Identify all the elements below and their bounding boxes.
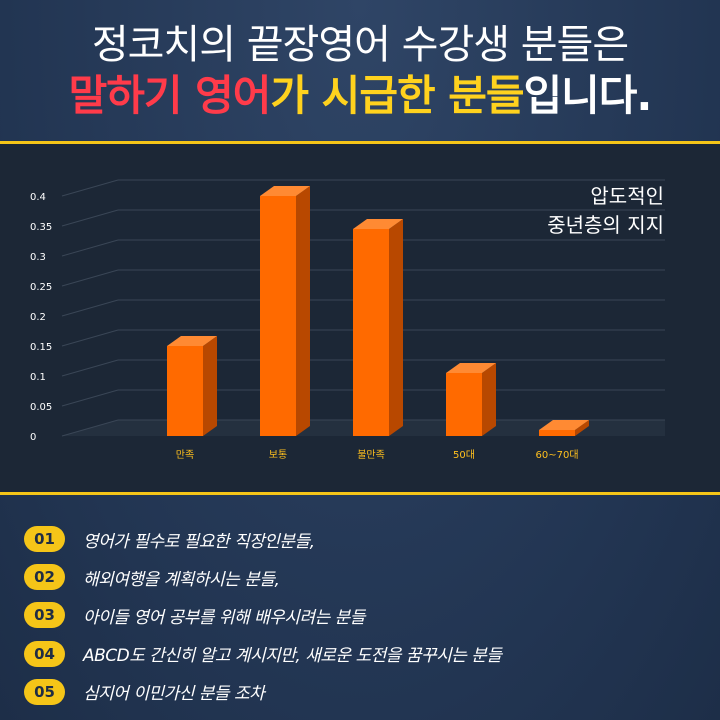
bar-chart: 0 0.05 0.1 0.15 0.2 0.25 0.3 0.35 0.4 만족 보통 불만족 50대 6… bbox=[30, 179, 665, 461]
headline-line-2: 말하기 영어가 시급한 분들입니다. bbox=[0, 62, 720, 123]
list-item: 05 심지어 이민가신 분들 조차 bbox=[24, 674, 704, 710]
bar-top bbox=[539, 420, 589, 430]
bar-side bbox=[203, 336, 217, 436]
y-tick-label: 0 bbox=[30, 432, 36, 443]
list-item: 01 영어가 필수로 필요한 직장인분들, bbox=[24, 521, 704, 557]
gridline-diagonal bbox=[61, 359, 119, 377]
bar-side bbox=[482, 363, 496, 436]
bar-side bbox=[296, 186, 310, 436]
y-tick-label: 0.4 bbox=[30, 192, 46, 203]
y-tick-label: 0.35 bbox=[30, 222, 52, 233]
gridline-diagonal bbox=[61, 239, 119, 257]
x-tick-label: 50대 bbox=[453, 449, 475, 461]
bar-side bbox=[389, 219, 403, 436]
list-item-text: ABCD도 간신히 알고 계시지만, 새로운 도전을 꿈꾸시는 분들 bbox=[83, 646, 502, 667]
x-tick-label: 보통 bbox=[269, 449, 287, 461]
y-tick-label: 0.15 bbox=[30, 342, 52, 353]
gridline-diagonal bbox=[61, 419, 119, 437]
gridline-diagonal bbox=[61, 389, 119, 407]
gridline-diagonal bbox=[61, 269, 119, 287]
list-number-badge: 03 bbox=[24, 602, 65, 629]
x-tick-label: 불만족 bbox=[357, 449, 385, 461]
gridline-diagonal bbox=[61, 329, 119, 347]
y-tick-label: 0.1 bbox=[30, 372, 46, 383]
list-item-text: 심지어 이민가신 분들 조차 bbox=[83, 684, 265, 705]
bar-top bbox=[260, 186, 310, 196]
list-item-text: 영어가 필수로 필요한 직장인분들, bbox=[83, 531, 315, 552]
y-tick-label: 0.2 bbox=[30, 312, 46, 323]
gridline-diagonal bbox=[61, 179, 119, 197]
bar-top bbox=[446, 363, 496, 373]
headline-highlight-yellow: 가 시급한 분들 bbox=[270, 71, 524, 120]
list-item-text: 해외여행을 계획하시는 분들, bbox=[83, 569, 280, 590]
annotation-line-1: 압도적인 bbox=[590, 184, 664, 208]
gridline-diagonal bbox=[61, 299, 119, 317]
list-number-badge: 01 bbox=[24, 526, 65, 552]
bar-top bbox=[353, 219, 403, 229]
list-number-badge: 05 bbox=[24, 678, 65, 705]
bar-top bbox=[167, 336, 217, 346]
bar bbox=[353, 229, 389, 436]
bar bbox=[260, 196, 296, 436]
y-tick-label: 0.05 bbox=[30, 402, 52, 413]
headline-ending: 입니다. bbox=[523, 71, 653, 120]
bar bbox=[167, 346, 203, 436]
chart-panel: 0 0.05 0.1 0.15 0.2 0.25 0.3 0.35 0.4 만족 보통 불만족 50대 6… bbox=[0, 141, 720, 495]
list-item: 04 ABCD도 간신히 알고 계시지만, 새로운 도전을 꿈꾸시는 분들 bbox=[24, 636, 704, 672]
list-item: 02 해외여행을 계획하시는 분들, bbox=[24, 559, 704, 595]
gridline-diagonal bbox=[61, 209, 119, 227]
list-item: 03 아이들 영어 공부를 위해 배우시려는 분들 bbox=[24, 597, 704, 633]
headline-highlight-red: 말하기 영어 bbox=[68, 71, 272, 120]
bar-side bbox=[575, 420, 589, 436]
list-number-badge: 02 bbox=[24, 564, 65, 591]
chart-annotation: 압도적인 중년층의 지지 bbox=[547, 182, 664, 240]
y-tick-label: 0.25 bbox=[30, 282, 52, 293]
x-tick-label: 60~70대 bbox=[535, 449, 578, 461]
bar bbox=[446, 373, 482, 436]
x-tick-label: 만족 bbox=[176, 449, 194, 461]
headline-line-1: 정코치의 끝장영어 수강생 분들은 bbox=[91, 22, 629, 68]
annotation-line-2: 중년층의 지지 bbox=[547, 213, 664, 237]
y-tick-label: 0.3 bbox=[30, 252, 46, 263]
list-number-badge: 04 bbox=[24, 640, 65, 667]
audience-list: 01 영어가 필수로 필요한 직장인분들, 02 해외여행을 계획하시는 분들,… bbox=[24, 521, 704, 712]
bar bbox=[539, 430, 575, 436]
list-item-text: 아이들 영어 공부를 위해 배우시려는 분들 bbox=[83, 607, 365, 628]
